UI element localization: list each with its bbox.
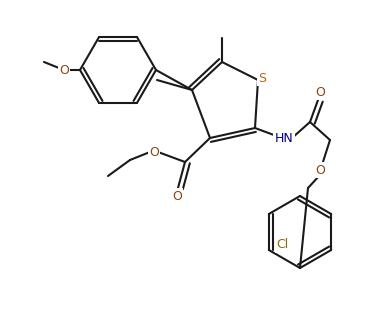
Text: O: O <box>172 190 182 202</box>
Text: O: O <box>149 145 159 158</box>
Text: O: O <box>315 86 325 98</box>
Text: Cl: Cl <box>277 238 289 251</box>
Text: O: O <box>315 164 325 177</box>
Text: S: S <box>258 72 266 85</box>
Text: O: O <box>59 64 69 76</box>
Text: HN: HN <box>275 132 293 145</box>
